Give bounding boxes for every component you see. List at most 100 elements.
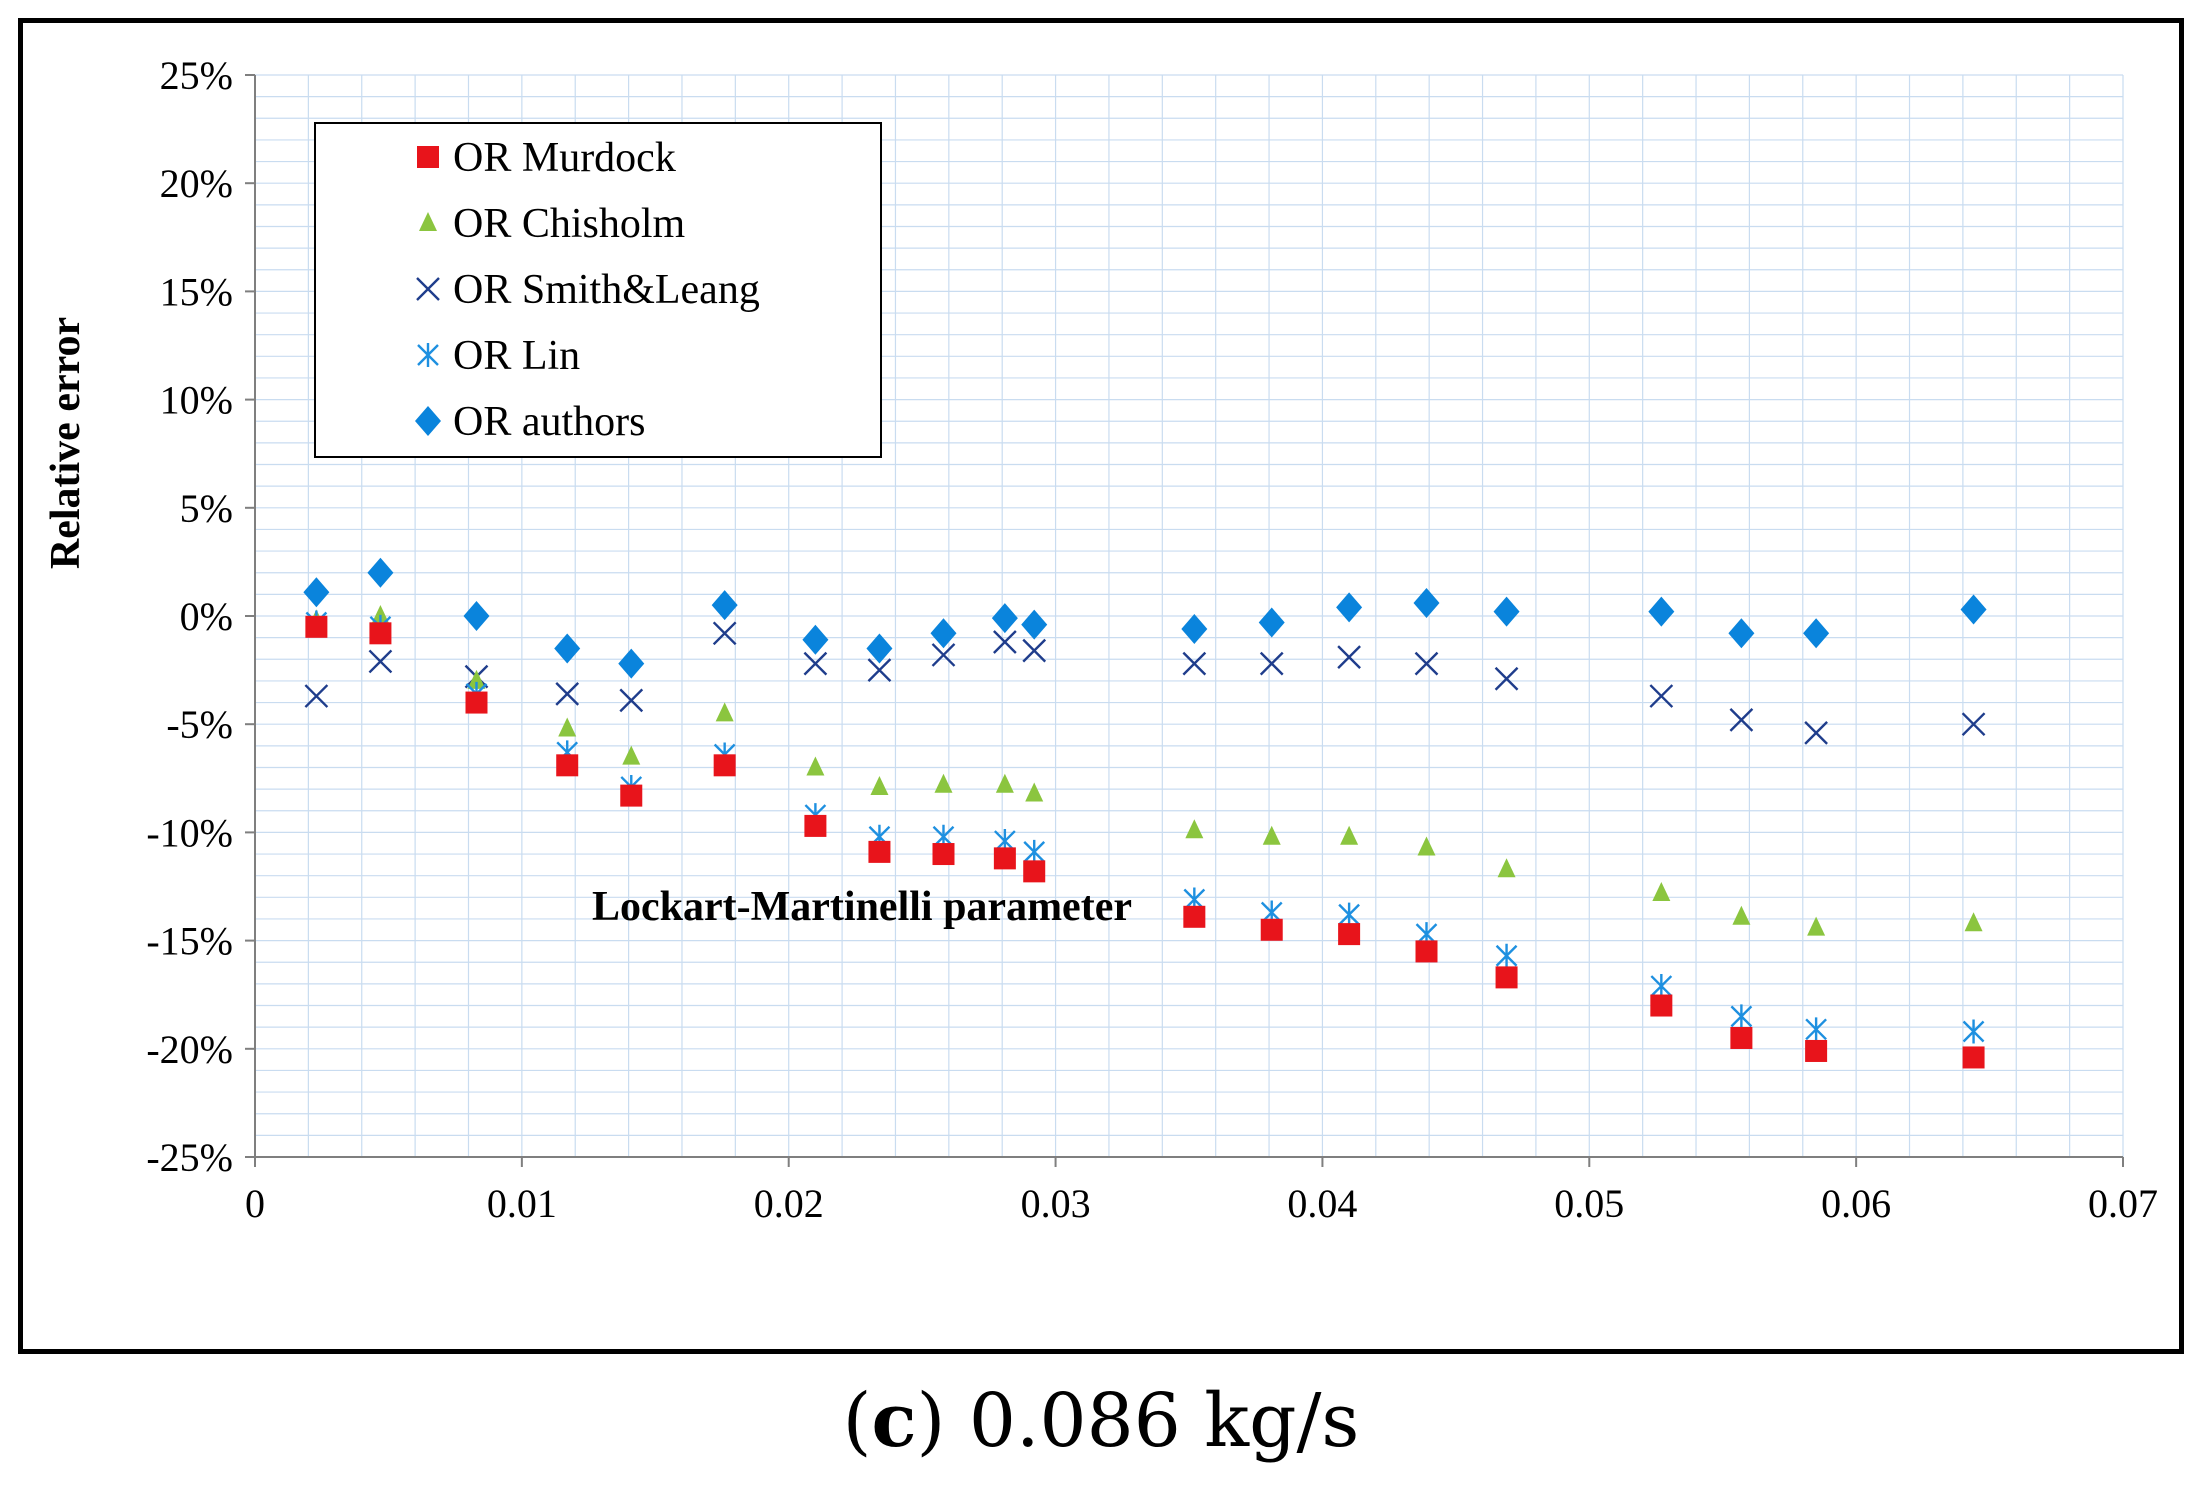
data-point <box>463 601 490 631</box>
data-point <box>1804 721 1828 745</box>
data-point <box>558 717 577 737</box>
data-point <box>1338 902 1360 927</box>
data-point <box>1497 858 1516 878</box>
data-point <box>1337 645 1361 669</box>
data-point <box>1805 1017 1827 1042</box>
data-point <box>806 756 825 776</box>
data-point <box>995 773 1014 793</box>
data-point <box>1259 651 1284 676</box>
data-point <box>555 682 580 706</box>
data-point <box>619 688 644 713</box>
x-tick-label: 0.05 <box>1554 1181 1624 1226</box>
data-point <box>870 775 889 795</box>
x-tick-label: 0.04 <box>1287 1181 1357 1226</box>
data-point <box>802 624 829 655</box>
data-point <box>1183 905 1206 928</box>
y-tick-label: -25% <box>146 1135 233 1180</box>
data-point <box>620 784 643 807</box>
legend-label: OR Lin <box>453 333 580 379</box>
data-point <box>1730 1026 1753 1049</box>
x-axis-title: Lockart-Martinelli parameter <box>592 884 1132 930</box>
x-tick-label: 0.01 <box>487 1181 557 1226</box>
legend: OR Murdock OR Chisholm OR Smith&Leang OR Li… <box>314 122 882 458</box>
data-point <box>304 684 329 708</box>
data-point <box>1962 1046 1985 1069</box>
figure-caption: (c) 0.086 kg/s <box>842 1378 1360 1464</box>
data-point <box>1650 994 1673 1017</box>
data-point <box>1805 1039 1828 1062</box>
data-point <box>711 590 738 621</box>
legend-marker <box>419 212 437 231</box>
y-tick-label: 5% <box>180 486 233 531</box>
data-point <box>1649 684 1674 708</box>
data-point <box>1181 613 1208 644</box>
legend-label: OR authors <box>453 399 646 445</box>
data-point <box>868 840 891 863</box>
data-point <box>556 754 579 777</box>
data-point <box>1648 596 1675 627</box>
legend-marker <box>415 406 441 436</box>
data-point <box>993 847 1016 870</box>
data-point <box>1022 638 1047 663</box>
y-tick-label: 25% <box>160 53 233 98</box>
legend-marker <box>417 146 439 168</box>
data-point <box>803 651 828 676</box>
data-point <box>1185 819 1204 839</box>
y-tick-label: -15% <box>146 919 233 964</box>
data-point <box>303 577 330 608</box>
data-point <box>931 643 956 667</box>
data-point <box>930 618 957 649</box>
data-point <box>713 754 736 777</box>
data-point <box>712 621 737 646</box>
data-point <box>1732 905 1751 925</box>
data-point <box>1730 1004 1753 1029</box>
x-tick-label: 0.06 <box>1821 1181 1891 1226</box>
y-tick-label: 10% <box>160 378 233 423</box>
scatter-chart: 25% 20% 15% 10% 5% 0% -5% -10% -15% -20% -25% 0 0.01… <box>43 53 2158 1226</box>
caption-text: 0.086 kg/s <box>968 1378 1360 1464</box>
data-point <box>1493 596 1520 627</box>
data-point <box>1260 918 1283 941</box>
data-point <box>866 633 893 664</box>
legend-marker <box>416 277 440 301</box>
data-point <box>993 630 1017 654</box>
data-point <box>369 622 392 645</box>
data-point <box>1729 708 1754 732</box>
data-point <box>1336 592 1363 623</box>
x-tick-label: 0 <box>245 1181 265 1226</box>
data-point <box>1964 912 1983 932</box>
legend-marker <box>417 343 439 367</box>
data-point <box>1960 594 1987 625</box>
data-point <box>467 669 486 689</box>
data-point <box>1338 923 1361 946</box>
data-point <box>1413 588 1440 619</box>
data-point <box>715 702 734 722</box>
data-point <box>1417 836 1436 856</box>
data-point <box>1650 974 1673 999</box>
data-point <box>368 649 393 674</box>
data-point <box>1258 607 1285 638</box>
data-point <box>1023 860 1046 883</box>
data-point <box>618 648 645 679</box>
data-point <box>1652 881 1671 901</box>
data-point <box>1025 782 1044 802</box>
legend-label: OR Smith&Leang <box>453 267 760 313</box>
data-point <box>991 603 1018 634</box>
data-point <box>1414 651 1439 676</box>
data-point <box>1494 666 1519 691</box>
y-tick-label: 15% <box>160 269 233 314</box>
y-axis-title: Relative error <box>43 317 89 569</box>
data-point <box>367 557 394 588</box>
data-point <box>934 773 953 793</box>
data-point <box>1961 712 1986 737</box>
data-point <box>1728 618 1755 649</box>
legend-label: OR Murdock <box>453 135 676 181</box>
y-tick-label: -5% <box>166 702 233 747</box>
data-point <box>1262 825 1281 845</box>
data-series <box>303 557 1987 1069</box>
series-or-smith-leang <box>304 621 1986 745</box>
data-point <box>1415 940 1438 963</box>
caption-label: c <box>871 1378 917 1464</box>
data-point <box>554 633 581 664</box>
series-or-lin <box>305 610 1985 1044</box>
